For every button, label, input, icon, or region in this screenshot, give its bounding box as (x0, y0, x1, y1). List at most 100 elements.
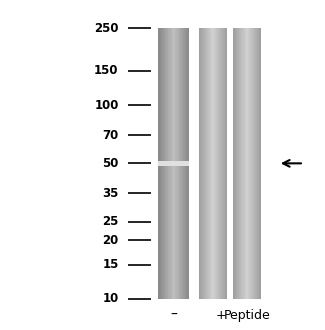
Bar (226, 28, 227, 299)
Text: 15: 15 (102, 258, 119, 271)
Bar (236, 28, 237, 299)
Bar (161, 28, 162, 299)
Bar (240, 28, 241, 299)
Bar (167, 28, 168, 299)
Bar (170, 28, 171, 299)
Bar (162, 28, 163, 299)
Text: 35: 35 (102, 187, 119, 200)
Bar (164, 28, 165, 299)
Bar (256, 28, 257, 299)
Bar (235, 28, 236, 299)
Bar (174, 28, 175, 299)
Bar (199, 28, 200, 299)
Bar (260, 28, 261, 299)
Bar (209, 28, 210, 299)
Bar (180, 28, 181, 299)
Bar (255, 28, 256, 299)
Bar (182, 28, 183, 299)
Bar (241, 28, 242, 299)
Bar (208, 28, 209, 299)
Text: +: + (216, 309, 226, 322)
Bar (183, 28, 184, 299)
Bar (211, 28, 212, 299)
Bar (220, 28, 221, 299)
Bar (165, 28, 166, 299)
Bar (215, 28, 216, 299)
Bar (186, 28, 187, 299)
Bar (172, 28, 173, 299)
Bar (185, 28, 186, 299)
Bar (187, 28, 188, 299)
Bar (202, 28, 203, 299)
Bar (259, 28, 260, 299)
Text: Peptide: Peptide (224, 309, 270, 322)
Bar (248, 28, 249, 299)
Bar (171, 28, 172, 299)
Bar (207, 28, 208, 299)
Bar (245, 28, 246, 299)
Bar (217, 28, 218, 299)
Text: 100: 100 (94, 99, 119, 112)
Bar (254, 28, 255, 299)
Bar (213, 28, 214, 299)
Bar (201, 28, 202, 299)
Bar (249, 28, 250, 299)
Bar (203, 28, 204, 299)
Bar (247, 28, 248, 299)
Bar (176, 28, 177, 299)
Bar (212, 28, 213, 299)
Bar (257, 28, 258, 299)
Bar (258, 28, 259, 299)
Bar (159, 28, 160, 299)
Bar (216, 28, 217, 299)
Bar (200, 28, 201, 299)
Bar (253, 28, 254, 299)
Bar (168, 28, 169, 299)
Bar (175, 28, 176, 299)
Bar (214, 28, 215, 299)
Bar (244, 28, 245, 299)
Bar (169, 28, 170, 299)
Text: 10: 10 (102, 292, 119, 305)
Text: 250: 250 (94, 21, 119, 35)
Bar (223, 28, 224, 299)
Bar (204, 28, 205, 299)
Bar (160, 28, 161, 299)
Bar (250, 28, 251, 299)
Bar (222, 28, 223, 299)
Bar (178, 28, 179, 299)
Bar (242, 28, 243, 299)
Text: 20: 20 (102, 234, 119, 247)
Bar (238, 28, 239, 299)
Bar (177, 28, 178, 299)
Bar (252, 28, 253, 299)
Bar (163, 28, 164, 299)
Bar (173, 28, 174, 299)
Bar (219, 28, 220, 299)
Text: 50: 50 (102, 157, 119, 170)
Bar (179, 28, 180, 299)
Bar (166, 28, 167, 299)
Bar (237, 28, 238, 299)
Bar (188, 28, 189, 299)
Text: 70: 70 (102, 129, 119, 142)
Bar (218, 28, 219, 299)
Bar (181, 28, 182, 299)
Bar (210, 28, 211, 299)
Bar (234, 28, 235, 299)
Text: 25: 25 (102, 215, 119, 228)
Bar (221, 28, 222, 299)
Text: –: – (170, 308, 177, 322)
Bar (225, 28, 226, 299)
Bar (159, 161, 189, 166)
Bar (184, 28, 185, 299)
Bar (206, 28, 207, 299)
Bar (243, 28, 244, 299)
Bar (246, 28, 247, 299)
Text: 150: 150 (94, 64, 119, 78)
Bar (233, 28, 234, 299)
Bar (251, 28, 252, 299)
Bar (239, 28, 240, 299)
Bar (224, 28, 225, 299)
Bar (205, 28, 206, 299)
